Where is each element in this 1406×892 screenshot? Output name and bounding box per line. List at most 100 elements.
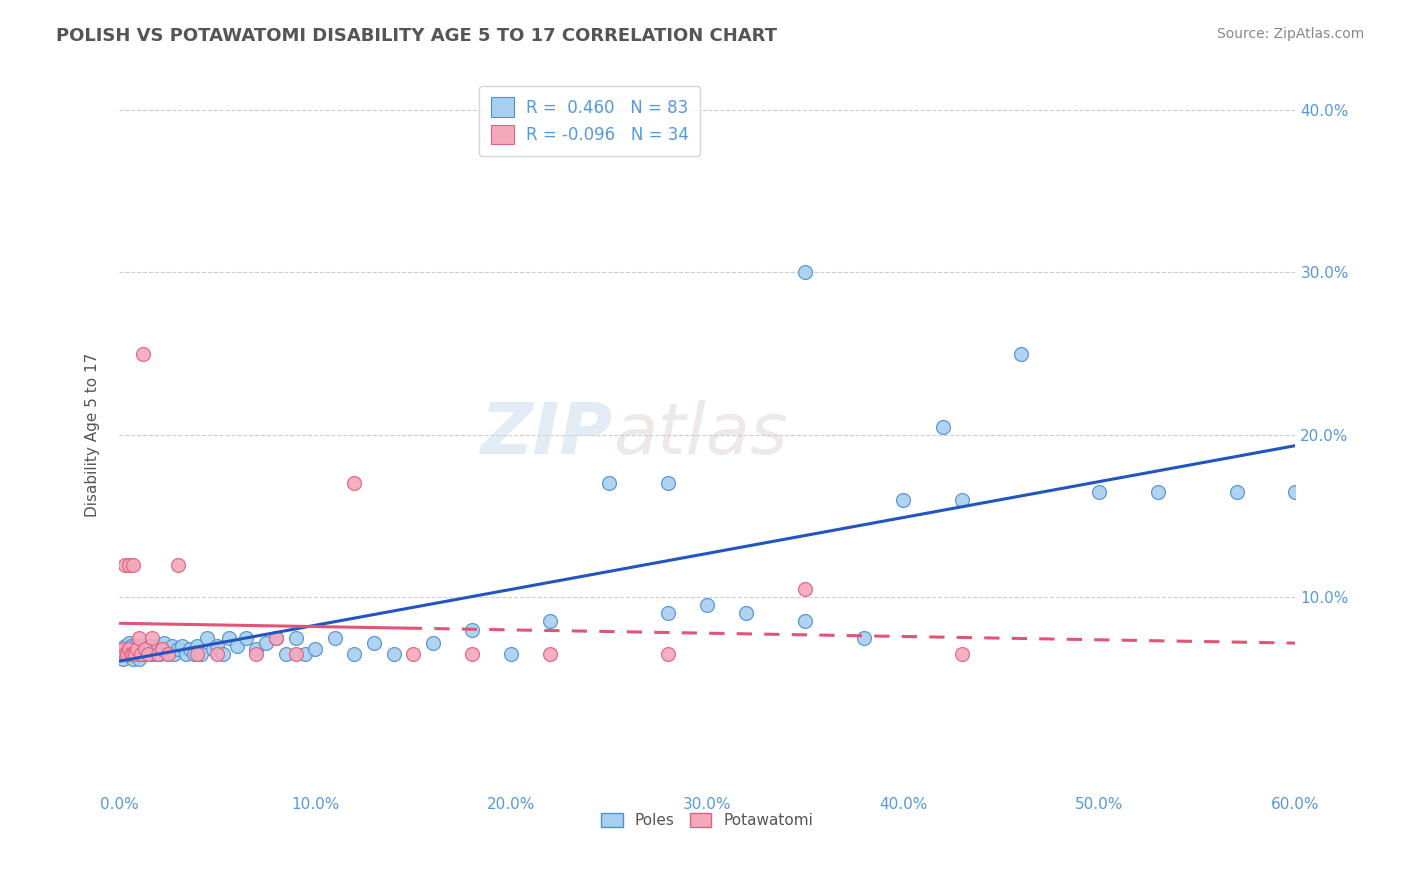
Point <box>1226 484 1249 499</box>
Point <box>179 642 201 657</box>
Point <box>343 647 366 661</box>
Point <box>163 647 186 661</box>
Point <box>186 647 208 661</box>
Point <box>950 647 973 661</box>
Text: POLISH VS POTAWATOMI DISABILITY AGE 5 TO 17 CORRELATION CHART: POLISH VS POTAWATOMI DISABILITY AGE 5 TO… <box>56 27 778 45</box>
Point <box>657 476 679 491</box>
Point <box>794 615 817 629</box>
Point <box>931 419 953 434</box>
Point <box>157 647 180 661</box>
Point <box>124 647 146 661</box>
Point <box>121 558 143 572</box>
Point <box>538 615 561 629</box>
Point <box>402 647 425 661</box>
Point <box>294 647 316 661</box>
Point <box>245 642 267 657</box>
Legend: Poles, Potawatomi: Poles, Potawatomi <box>595 807 820 834</box>
Point <box>125 647 148 661</box>
Point <box>120 639 142 653</box>
Point <box>131 647 153 661</box>
Point <box>183 647 205 661</box>
Point <box>141 647 163 661</box>
Point <box>129 647 152 661</box>
Point <box>134 642 156 657</box>
Point <box>157 647 180 661</box>
Point <box>657 607 679 621</box>
Point <box>114 558 136 572</box>
Point <box>131 639 153 653</box>
Point <box>735 607 758 621</box>
Point <box>124 639 146 653</box>
Point <box>143 642 166 657</box>
Point <box>120 647 142 661</box>
Point <box>138 647 160 661</box>
Point <box>121 642 143 657</box>
Point <box>422 635 444 649</box>
Point <box>501 647 523 661</box>
Point <box>148 639 170 653</box>
Point <box>212 647 235 661</box>
Point <box>195 631 218 645</box>
Point <box>950 492 973 507</box>
Point <box>284 647 307 661</box>
Point <box>118 647 141 661</box>
Point <box>153 635 176 649</box>
Point <box>148 647 170 661</box>
Point <box>138 647 160 661</box>
Point <box>124 647 146 661</box>
Point <box>794 265 817 279</box>
Point <box>461 623 484 637</box>
Point <box>110 647 132 661</box>
Point <box>205 647 228 661</box>
Point <box>129 642 152 657</box>
Point <box>1147 484 1170 499</box>
Point <box>343 476 366 491</box>
Text: atlas: atlas <box>613 401 787 469</box>
Point <box>235 631 257 645</box>
Point <box>891 492 914 507</box>
Point <box>254 635 277 649</box>
Point <box>128 647 150 661</box>
Point <box>114 639 136 653</box>
Y-axis label: Disability Age 5 to 17: Disability Age 5 to 17 <box>86 352 100 516</box>
Point <box>202 642 225 657</box>
Point <box>114 647 136 661</box>
Point <box>135 642 157 657</box>
Point <box>115 647 138 661</box>
Point <box>121 647 143 661</box>
Point <box>110 647 132 661</box>
Point <box>264 631 287 645</box>
Text: Source: ZipAtlas.com: Source: ZipAtlas.com <box>1216 27 1364 41</box>
Point <box>125 642 148 657</box>
Point <box>139 639 162 653</box>
Point <box>205 639 228 653</box>
Point <box>134 647 156 661</box>
Point <box>696 598 718 612</box>
Point <box>131 346 153 360</box>
Point <box>167 642 190 657</box>
Text: ZIP: ZIP <box>481 401 613 469</box>
Point <box>160 639 183 653</box>
Point <box>114 647 136 661</box>
Point <box>125 642 148 657</box>
Point <box>1088 484 1111 499</box>
Point <box>118 642 141 657</box>
Point <box>121 652 143 666</box>
Point <box>461 647 484 661</box>
Point <box>186 639 208 653</box>
Point <box>218 631 240 645</box>
Point <box>190 647 212 661</box>
Point <box>167 558 190 572</box>
Point <box>304 642 326 657</box>
Point <box>111 642 134 657</box>
Point <box>853 631 876 645</box>
Point <box>128 652 150 666</box>
Point <box>323 631 346 645</box>
Point <box>1010 346 1032 360</box>
Point <box>115 647 138 661</box>
Point <box>363 635 385 649</box>
Point <box>225 639 247 653</box>
Point <box>794 582 817 596</box>
Point <box>598 476 620 491</box>
Point <box>111 652 134 666</box>
